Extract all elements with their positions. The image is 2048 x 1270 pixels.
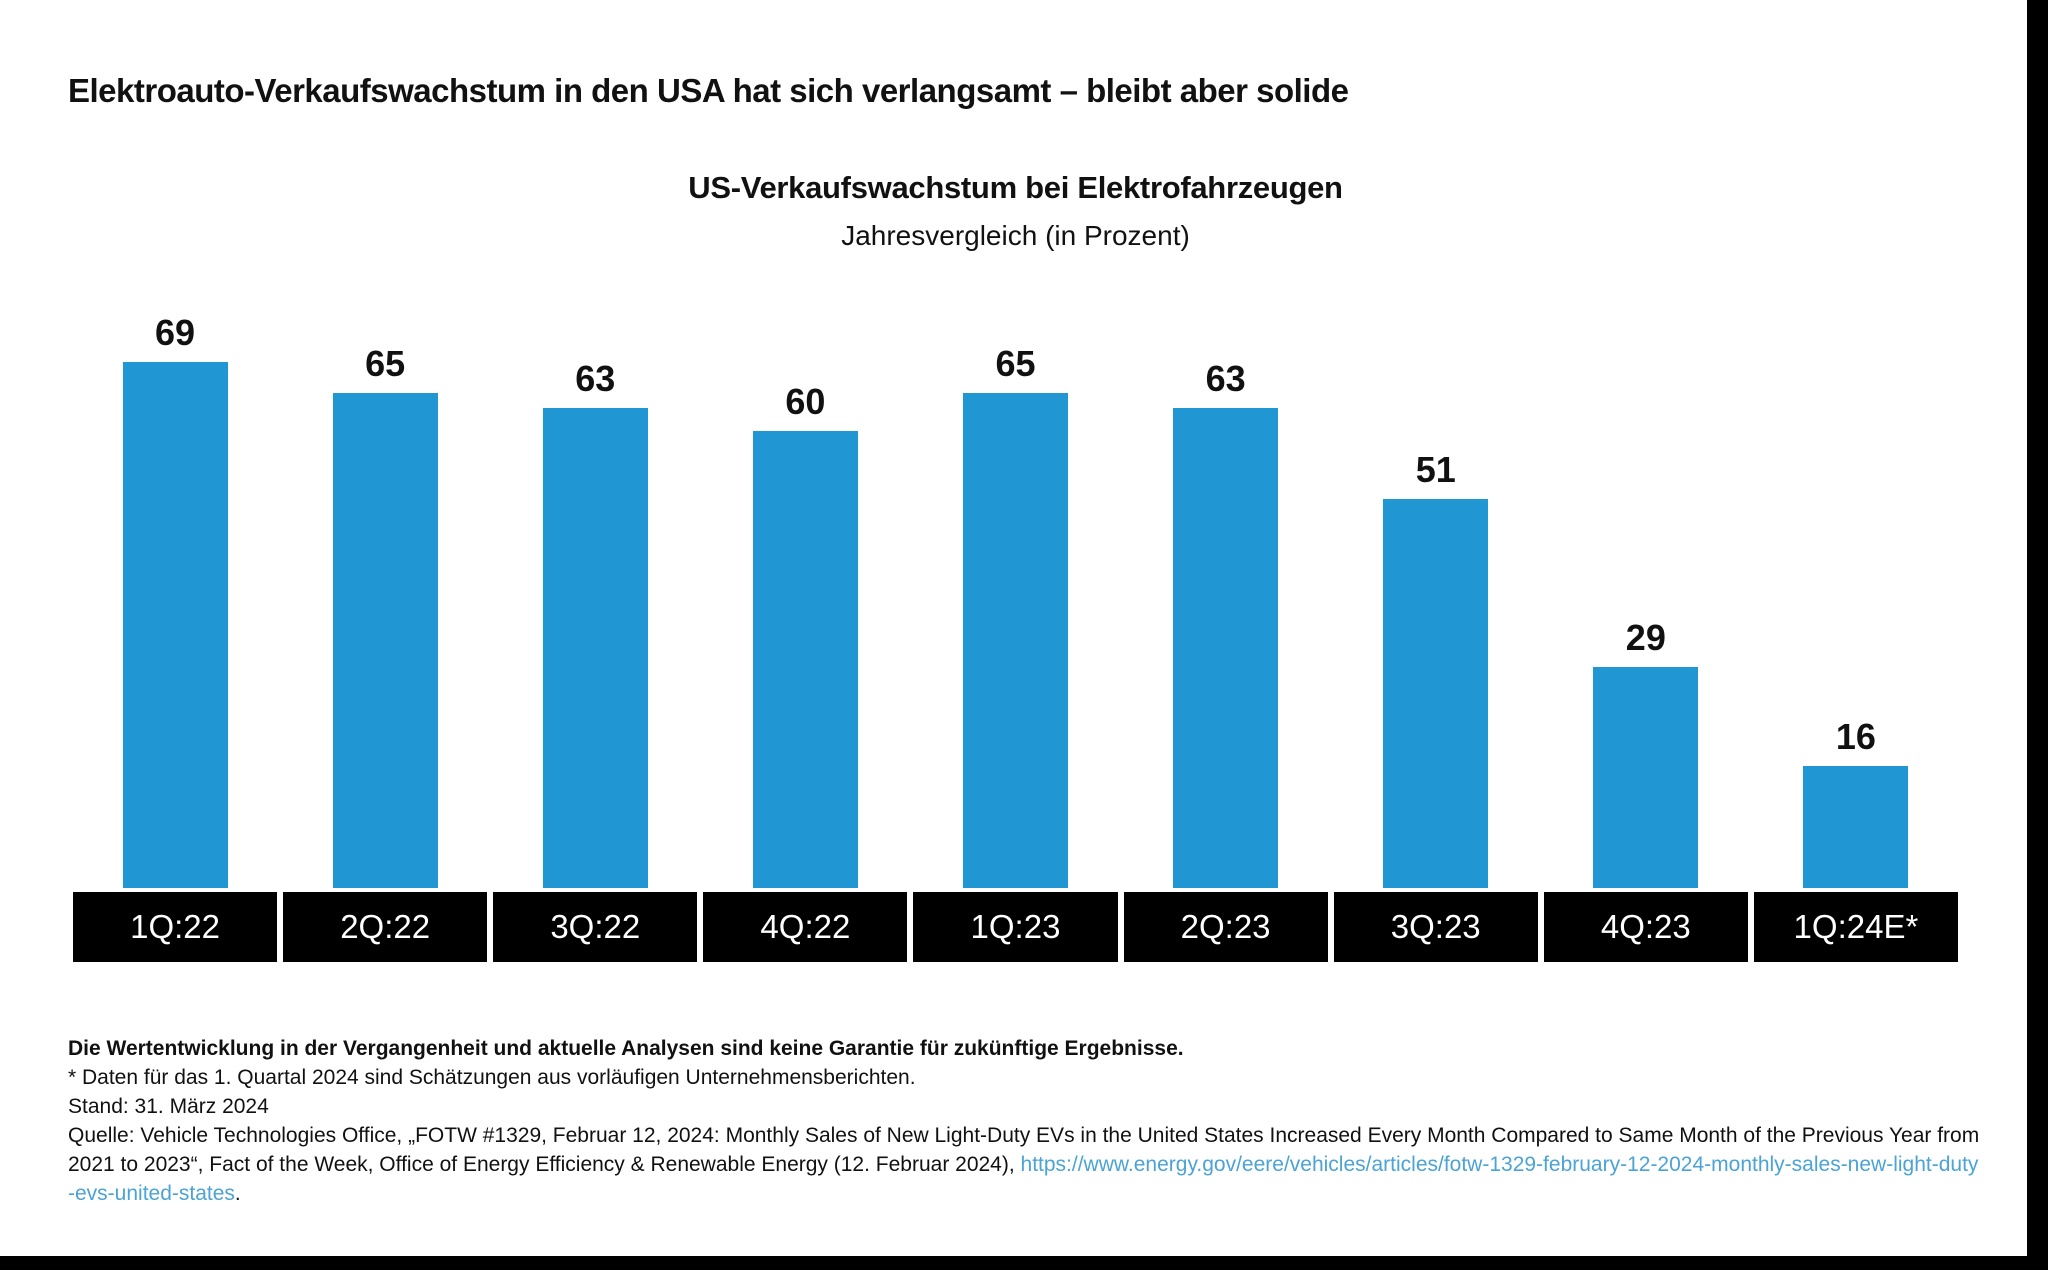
bar-column: 65 — [913, 288, 1117, 888]
chart-subtitle: Jahresvergleich (in Prozent) — [841, 220, 1190, 251]
category-label: 3Q:22 — [493, 892, 698, 962]
category-label: 1Q:24E* — [1753, 892, 1958, 962]
estimate-note: * Daten für das 1. Quartal 2024 sind Sch… — [68, 1066, 916, 1089]
bar — [1593, 667, 1699, 888]
bar-value-label: 63 — [575, 358, 616, 399]
bar-column: 60 — [703, 288, 907, 888]
category-label: 2Q:22 — [283, 892, 488, 962]
bar — [1803, 766, 1909, 888]
bar-column: 16 — [1754, 288, 1958, 888]
bar-value-label: 51 — [1415, 449, 1456, 490]
chart-title: US-Verkaufswachstum bei Elektrofahrzeuge… — [688, 170, 1343, 205]
category-label: 1Q:23 — [913, 892, 1118, 962]
bar-chart: 69 65 63 60 65 63 51 29 16 1Q:22 2Q:22 3Q:22 4Q:22 1… — [73, 288, 1958, 962]
bar-value-label: 69 — [155, 312, 196, 353]
category-label: 1Q:22 — [73, 892, 278, 962]
chart-header: US-Verkaufswachstum bei Elektrofahrzeuge… — [73, 170, 1958, 252]
bottom-border-bar — [0, 1256, 2048, 1270]
category-label: 4Q:22 — [703, 892, 908, 962]
bar-value-label: 29 — [1625, 617, 1666, 658]
category-axis: 1Q:22 2Q:22 3Q:22 4Q:22 1Q:23 2Q:23 3Q:23 4Q:23… — [73, 892, 1958, 962]
bar-value-label: 60 — [785, 381, 826, 422]
bar-column: 63 — [493, 288, 697, 888]
category-label: 2Q:23 — [1123, 892, 1328, 962]
disclaimer-text: Die Wertentwicklung in der Vergangenheit… — [68, 1037, 1184, 1060]
bar-column: 65 — [283, 288, 487, 888]
bar — [1173, 408, 1279, 888]
bar-value-label: 65 — [365, 343, 406, 384]
bar — [332, 393, 438, 888]
footnotes: Die Wertentwicklung in der Vergangenheit… — [68, 1034, 1984, 1208]
bar — [1383, 499, 1489, 888]
bar-column: 29 — [1544, 288, 1748, 888]
bar-column: 69 — [73, 288, 277, 888]
category-label: 3Q:23 — [1333, 892, 1538, 962]
as-of-date: Stand: 31. März 2024 — [68, 1095, 269, 1118]
bars-row: 69 65 63 60 65 63 51 29 16 — [73, 288, 1958, 888]
bar — [752, 431, 858, 888]
bar-column: 51 — [1334, 288, 1538, 888]
source-suffix: . — [234, 1182, 241, 1205]
page-title: Elektroauto-Verkaufswachstum in den USA … — [68, 72, 1349, 109]
category-label: 4Q:23 — [1543, 892, 1748, 962]
source-text: Quelle: Vehicle Technologies Office, „FO… — [68, 1124, 1980, 1176]
bar-column: 63 — [1124, 288, 1328, 888]
bar-value-label: 65 — [995, 343, 1036, 384]
source-link[interactable]: https://www.energy.gov/eere/vehicles/art… — [68, 1153, 1979, 1205]
bar — [122, 362, 228, 888]
bar-value-label: 63 — [1205, 358, 1246, 399]
source-line: Quelle: Vehicle Technologies Office, „FO… — [68, 1121, 1984, 1208]
right-border-bar — [2027, 0, 2048, 1270]
bar — [542, 408, 648, 888]
bar — [962, 393, 1068, 888]
bar-value-label: 16 — [1835, 716, 1876, 757]
